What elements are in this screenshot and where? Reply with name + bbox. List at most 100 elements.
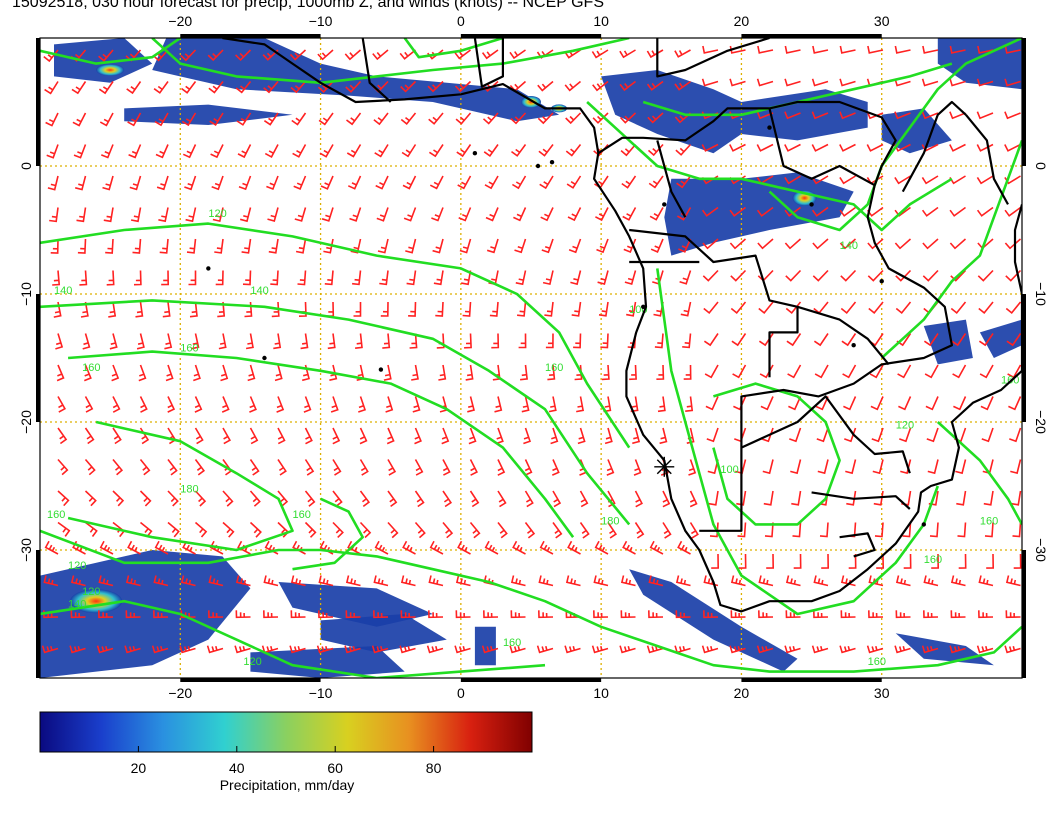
wind-barb <box>304 427 313 445</box>
wind-barb <box>524 490 534 508</box>
wind-barb <box>217 301 226 318</box>
wind-barb <box>812 45 829 54</box>
wind-barb <box>165 364 174 382</box>
wind-barb <box>551 459 560 476</box>
wind-barb <box>1004 206 1021 217</box>
wind-barb <box>297 270 307 286</box>
wind-barb <box>873 490 884 506</box>
lon-tick-label-top: −10 <box>309 13 333 29</box>
wind-barb <box>57 427 68 445</box>
wind-barb <box>874 522 884 538</box>
wind-barb <box>596 238 609 254</box>
wind-barb <box>454 80 472 93</box>
wind-barb <box>703 610 719 619</box>
wind-barb <box>193 364 201 382</box>
wind-barb <box>983 490 994 506</box>
wind-barb <box>80 301 89 318</box>
wind-barb <box>483 144 499 158</box>
coastline-border <box>740 395 911 474</box>
wind-barb <box>840 269 857 282</box>
wind-barb <box>208 610 224 619</box>
wind-barb <box>894 78 911 87</box>
wind-barb <box>689 490 698 508</box>
wind-barb <box>414 490 425 508</box>
wind-barb <box>520 364 528 381</box>
contour-label: 160 <box>868 656 886 668</box>
wind-barb <box>98 575 114 587</box>
wind-barb <box>194 521 208 538</box>
wind-barb <box>469 459 478 476</box>
wind-barb <box>400 80 417 93</box>
height-contour <box>292 497 365 571</box>
wind-barb <box>484 175 499 190</box>
wind-barb <box>126 81 142 95</box>
wind-barb <box>235 575 251 587</box>
wind-barb <box>709 522 719 538</box>
wind-barbs <box>41 45 1022 654</box>
wind-barb <box>1012 522 1022 538</box>
wind-barb <box>951 333 967 347</box>
wind-barb <box>566 175 582 189</box>
island-dot <box>879 279 884 284</box>
wind-barb <box>84 396 94 413</box>
wind-barb <box>732 364 747 379</box>
colorbar-title: Precipitation, mm/day <box>219 777 355 793</box>
wind-barb <box>648 575 664 587</box>
wind-barb <box>841 333 857 347</box>
contour-label: 160 <box>980 515 998 527</box>
wind-barb <box>249 490 261 507</box>
wind-barb <box>41 645 59 654</box>
contour-label: 100 <box>720 464 738 476</box>
wind-barb <box>929 522 939 538</box>
wind-barb <box>99 540 114 555</box>
wind-barb <box>1004 175 1021 185</box>
wind-barb <box>840 301 857 315</box>
wind-barb <box>376 207 389 222</box>
wind-barb <box>98 49 114 62</box>
contour-label: 160 <box>545 362 563 374</box>
wind-barb <box>125 575 141 587</box>
wind-barb <box>950 610 966 619</box>
wind-barb <box>373 610 389 619</box>
wind-barb <box>568 238 582 254</box>
wind-barb <box>730 575 746 587</box>
wind-barb <box>922 45 939 54</box>
wind-barb <box>957 522 967 538</box>
wind-barb <box>738 553 747 569</box>
colorbar <box>39 711 533 753</box>
wind-barb <box>106 270 115 286</box>
wind-barb <box>264 144 279 158</box>
wind-barb <box>124 645 141 654</box>
wind-barb <box>620 575 636 587</box>
wind-barb <box>979 364 994 379</box>
wind-barb <box>950 301 967 315</box>
wind-barb <box>729 45 746 54</box>
wind-barb <box>263 575 279 587</box>
wind-barb <box>403 207 417 222</box>
wind-barb <box>648 175 664 189</box>
wind-barb <box>414 459 424 476</box>
wind-barb <box>44 540 59 555</box>
wind-barb <box>385 396 394 413</box>
wind-barb <box>189 301 198 318</box>
wind-barb <box>184 175 197 191</box>
wind-barb <box>358 396 367 413</box>
wind-barb <box>756 143 774 152</box>
wind-barb <box>867 238 884 250</box>
wind-barb <box>816 427 829 443</box>
wind-barb <box>538 575 554 587</box>
wind-barb <box>349 207 362 222</box>
wind-barb <box>702 269 719 282</box>
coastline-border <box>839 532 876 558</box>
border-band <box>180 678 321 682</box>
wind-barb <box>84 490 97 507</box>
wind-barb <box>249 521 262 538</box>
wind-barb <box>332 427 341 445</box>
wind-barb <box>763 490 774 506</box>
contour-label: 140 <box>68 599 86 611</box>
colorbar-tick-label: 20 <box>130 760 147 776</box>
wind-barb <box>662 522 672 539</box>
colorbar-tick-label: 40 <box>229 760 245 776</box>
island-dot <box>809 202 814 207</box>
wind-barb <box>182 144 197 159</box>
